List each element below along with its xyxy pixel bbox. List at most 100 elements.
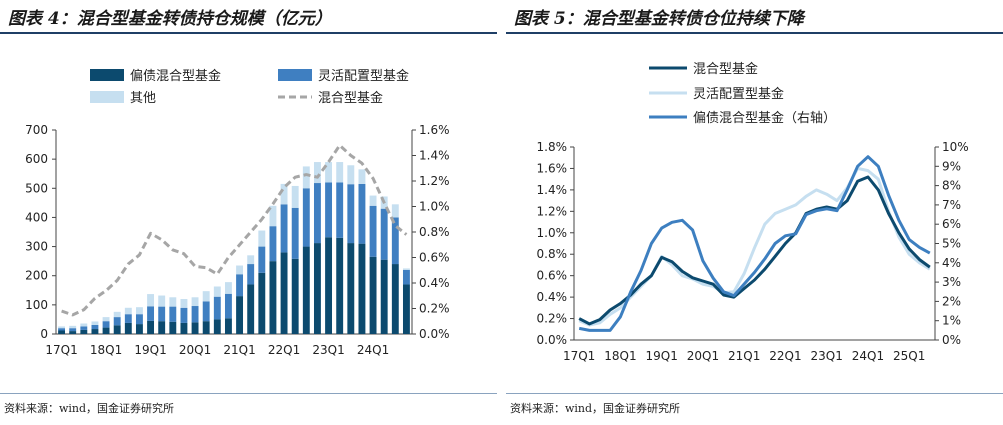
legend-swatch-2	[90, 91, 124, 103]
bar-灵活配置型基金-17Q2	[69, 328, 77, 332]
bar-其他-22Q2	[291, 185, 299, 208]
bar-灵活配置型基金-22Q2	[291, 207, 299, 259]
bar-偏债混合型基金-19Q3	[169, 321, 177, 334]
y-left-tick-label: 1.2%	[537, 204, 568, 218]
y-right-tick-label: 6%	[942, 217, 961, 231]
bar-其他-24Q4	[402, 268, 410, 270]
bar-偏债混合型基金-20Q1	[191, 322, 199, 334]
y-right-tick-label: 1.0%	[419, 200, 450, 214]
x-tick-label: 23Q1	[811, 349, 843, 363]
x-tick-label: 17Q1	[45, 343, 77, 357]
bar-其他-17Q4	[91, 321, 99, 325]
x-tick-label: 21Q1	[223, 343, 255, 357]
bar-灵活配置型基金-19Q4	[180, 307, 188, 323]
y-right-tick-label: 1.6%	[419, 123, 450, 137]
legend-label-混合型基金: 混合型基金	[693, 61, 758, 77]
bar-其他-17Q3	[80, 323, 88, 327]
bar-灵活配置型基金-18Q1	[102, 321, 110, 328]
title-rule	[506, 32, 1003, 34]
y-right-tick-label: 0.0%	[419, 327, 450, 341]
bar-偏债混合型基金-17Q3	[80, 329, 88, 334]
bar-灵活配置型基金-21Q2	[247, 264, 255, 285]
bar-其他-23Q1	[325, 162, 333, 183]
bar-灵活配置型基金-23Q1	[325, 182, 333, 238]
legend-label-偏债混合型基金: 偏债混合型基金	[130, 68, 221, 84]
x-tick-label: 22Q1	[769, 349, 801, 363]
bar-灵活配置型基金-24Q2	[380, 208, 388, 260]
bar-灵活配置型基金-20Q2	[202, 301, 210, 322]
bar-偏债混合型基金-17Q4	[91, 329, 99, 334]
y-left-tick-label: 1.6%	[537, 161, 568, 175]
x-tick-label: 21Q1	[728, 349, 760, 363]
legend-label-灵活配置型基金: 灵活配置型基金	[693, 86, 784, 102]
bar-灵活配置型基金-18Q2	[113, 317, 121, 326]
line-偏债混合型基金-右轴-	[578, 155, 931, 332]
bar-其他-19Q3	[169, 297, 177, 307]
bar-灵活配置型基金-18Q3	[124, 314, 132, 323]
bar-灵活配置型基金-22Q1	[280, 204, 288, 253]
bar-偏债混合型基金-18Q2	[113, 325, 121, 334]
bar-其他-21Q3	[258, 230, 266, 247]
y-right-tick-label: 0.6%	[419, 251, 450, 265]
bar-偏债混合型基金-20Q4	[224, 318, 232, 334]
bar-灵活配置型基金-22Q3	[302, 188, 310, 247]
bar-其他-21Q1	[236, 265, 244, 275]
legend-label-偏债混合型基金-右轴-: 偏债混合型基金（右轴）	[693, 110, 836, 126]
bar-其他-17Q1	[58, 326, 66, 329]
bar-偏债混合型基金-18Q1	[102, 327, 110, 334]
bar-偏债混合型基金-19Q2	[158, 321, 166, 334]
y-right-tick-label: 4%	[942, 256, 961, 270]
bar-灵活配置型基金-24Q1	[369, 205, 377, 257]
y-left-tick-label: 0.8%	[537, 247, 568, 261]
bar-灵活配置型基金-24Q4	[402, 269, 410, 285]
bar-偏债混合型基金-20Q3	[213, 319, 221, 334]
bar-其他-23Q3	[347, 165, 355, 185]
x-tick-label: 25Q1	[893, 349, 925, 363]
bar-偏债混合型基金-21Q4	[269, 261, 277, 334]
bar-灵活配置型基金-17Q1	[58, 328, 66, 331]
x-tick-label: 20Q1	[687, 349, 719, 363]
bar-偏债混合型基金-17Q1	[58, 330, 66, 334]
bar-其他-23Q4	[358, 169, 366, 184]
legend-label-灵活配置型基金: 灵活配置型基金	[318, 68, 409, 84]
bar-灵活配置型基金-23Q4	[358, 183, 366, 244]
bar-其他-18Q1	[102, 317, 110, 322]
bar-其他-18Q3	[124, 307, 132, 315]
bar-其他-17Q2	[69, 325, 77, 329]
bar-灵活配置型基金-21Q3	[258, 246, 266, 273]
bar-偏债混合型基金-23Q4	[358, 243, 366, 334]
chart-title: 图表 5：混合型基金转债仓位持续下降	[514, 9, 804, 29]
bar-偏债混合型基金-21Q2	[247, 284, 255, 334]
bar-偏债混合型基金-23Q2	[336, 237, 344, 334]
bar-其他-21Q2	[247, 255, 255, 265]
bar-灵活配置型基金-19Q3	[169, 306, 177, 322]
bar-灵活配置型基金-23Q3	[347, 184, 355, 244]
bar-偏债混合型基金-18Q3	[124, 322, 132, 334]
y-right-tick-label: 10%	[942, 140, 969, 154]
y-left-tick-label: 0.6%	[537, 269, 568, 283]
source-note: 资料来源：wind，国金证券研究所	[510, 402, 681, 415]
x-tick-label: 22Q1	[268, 343, 300, 357]
bar-偏债混合型基金-19Q4	[180, 322, 188, 334]
y-right-tick-label: 2%	[942, 294, 961, 308]
bar-其他-19Q1	[147, 294, 155, 307]
bar-其他-20Q4	[224, 282, 232, 294]
x-tick-label: 18Q1	[604, 349, 636, 363]
y-right-tick-label: 0.2%	[419, 302, 450, 316]
bar-偏债混合型基金-22Q2	[291, 258, 299, 334]
bar-灵活配置型基金-24Q3	[391, 217, 399, 265]
y-right-tick-label: 1%	[942, 314, 961, 328]
y-left-tick-label: 0.2%	[537, 312, 568, 326]
y-left-tick-label: 700	[25, 123, 48, 137]
bar-其他-22Q4	[313, 162, 321, 184]
y-left-tick-label: 500	[25, 181, 48, 195]
y-right-tick-label: 1.4%	[419, 149, 450, 163]
bar-灵活配置型基金-18Q4	[135, 314, 143, 325]
bar-其他-18Q2	[113, 311, 121, 318]
x-tick-label: 20Q1	[179, 343, 211, 357]
x-tick-label: 19Q1	[645, 349, 677, 363]
x-tick-label: 24Q1	[852, 349, 884, 363]
y-left-tick-label: 0	[40, 327, 48, 341]
